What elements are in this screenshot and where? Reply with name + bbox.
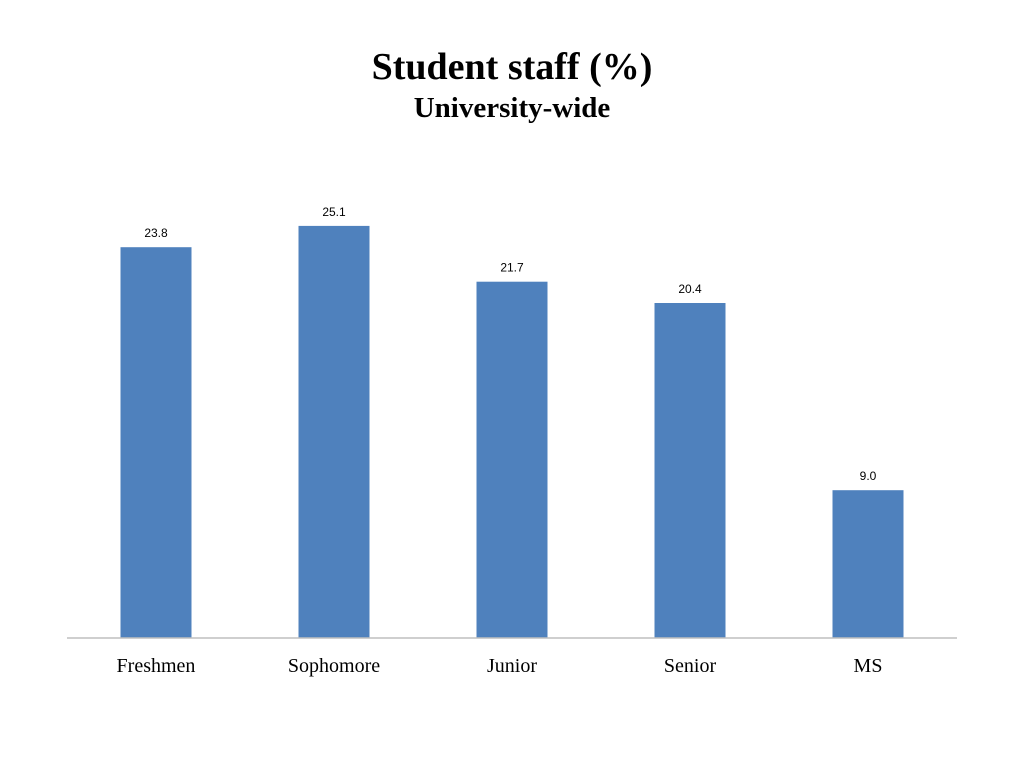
bar-freshmen [120, 247, 192, 638]
x-tick-label-senior: Senior [664, 655, 717, 677]
bar-senior [654, 303, 726, 638]
data-label-freshmen: 23.8 [144, 226, 168, 240]
x-tick-label-ms: MS [854, 655, 883, 677]
x-tick-labels-layer: Freshmen Sophomore Junior Senior MS [117, 655, 883, 677]
data-label-sophomore: 25.1 [322, 205, 346, 219]
bars-layer [120, 225, 904, 638]
chart-title: Student staff (%) [371, 46, 653, 88]
bar-ms [832, 490, 904, 638]
bar-junior [476, 281, 548, 638]
x-tick-label-freshmen: Freshmen [117, 655, 196, 677]
data-labels-layer: 23.8 25.1 21.7 20.4 9.0 [144, 205, 876, 483]
data-label-junior: 21.7 [500, 261, 524, 275]
x-tick-label-junior: Junior [487, 655, 537, 677]
data-label-senior: 20.4 [678, 282, 702, 296]
x-tick-label-sophomore: Sophomore [288, 655, 380, 677]
chart-subtitle: University-wide [413, 92, 611, 124]
bar-sophomore [298, 225, 370, 638]
data-label-ms: 9.0 [860, 469, 877, 483]
